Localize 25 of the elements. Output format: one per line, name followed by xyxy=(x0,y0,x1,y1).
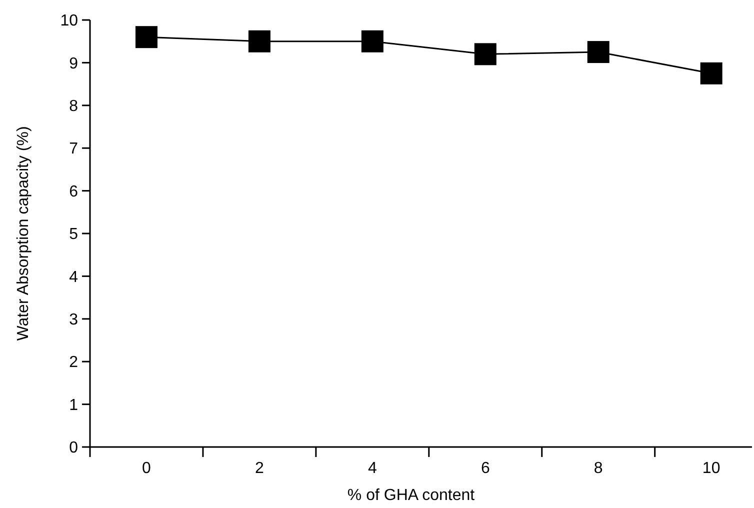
x-tick-label: 10 xyxy=(702,460,720,477)
point xyxy=(700,62,722,84)
point xyxy=(587,41,610,64)
y-tick-label: 7 xyxy=(69,140,78,158)
x-tick-label: 6 xyxy=(480,460,490,477)
y-tick-label: 10 xyxy=(60,12,78,30)
x-tick-label: 0 xyxy=(142,460,152,477)
y-tick-label: 2 xyxy=(69,354,78,372)
y-tick-label: 5 xyxy=(69,226,78,244)
y-tick-label: 3 xyxy=(69,312,78,328)
x-tick-label: 4 xyxy=(368,460,377,477)
point xyxy=(248,30,270,52)
y-axis-title: Water Absorption capacity (%) xyxy=(15,126,32,341)
x-axis-title: % of GHA content xyxy=(347,487,476,504)
y-tick-label: 8 xyxy=(69,98,78,115)
y-tick-label: 4 xyxy=(69,268,78,286)
y-tick-label: 9 xyxy=(69,55,78,72)
y-tick-label: 6 xyxy=(69,183,78,200)
point xyxy=(135,26,158,48)
point xyxy=(474,43,496,66)
x-tick-label: 2 xyxy=(255,460,264,477)
x-tick-label: 8 xyxy=(594,460,603,477)
y-tick-label: 0 xyxy=(69,440,78,457)
point xyxy=(361,30,384,52)
y-tick-label: 1 xyxy=(69,396,78,414)
